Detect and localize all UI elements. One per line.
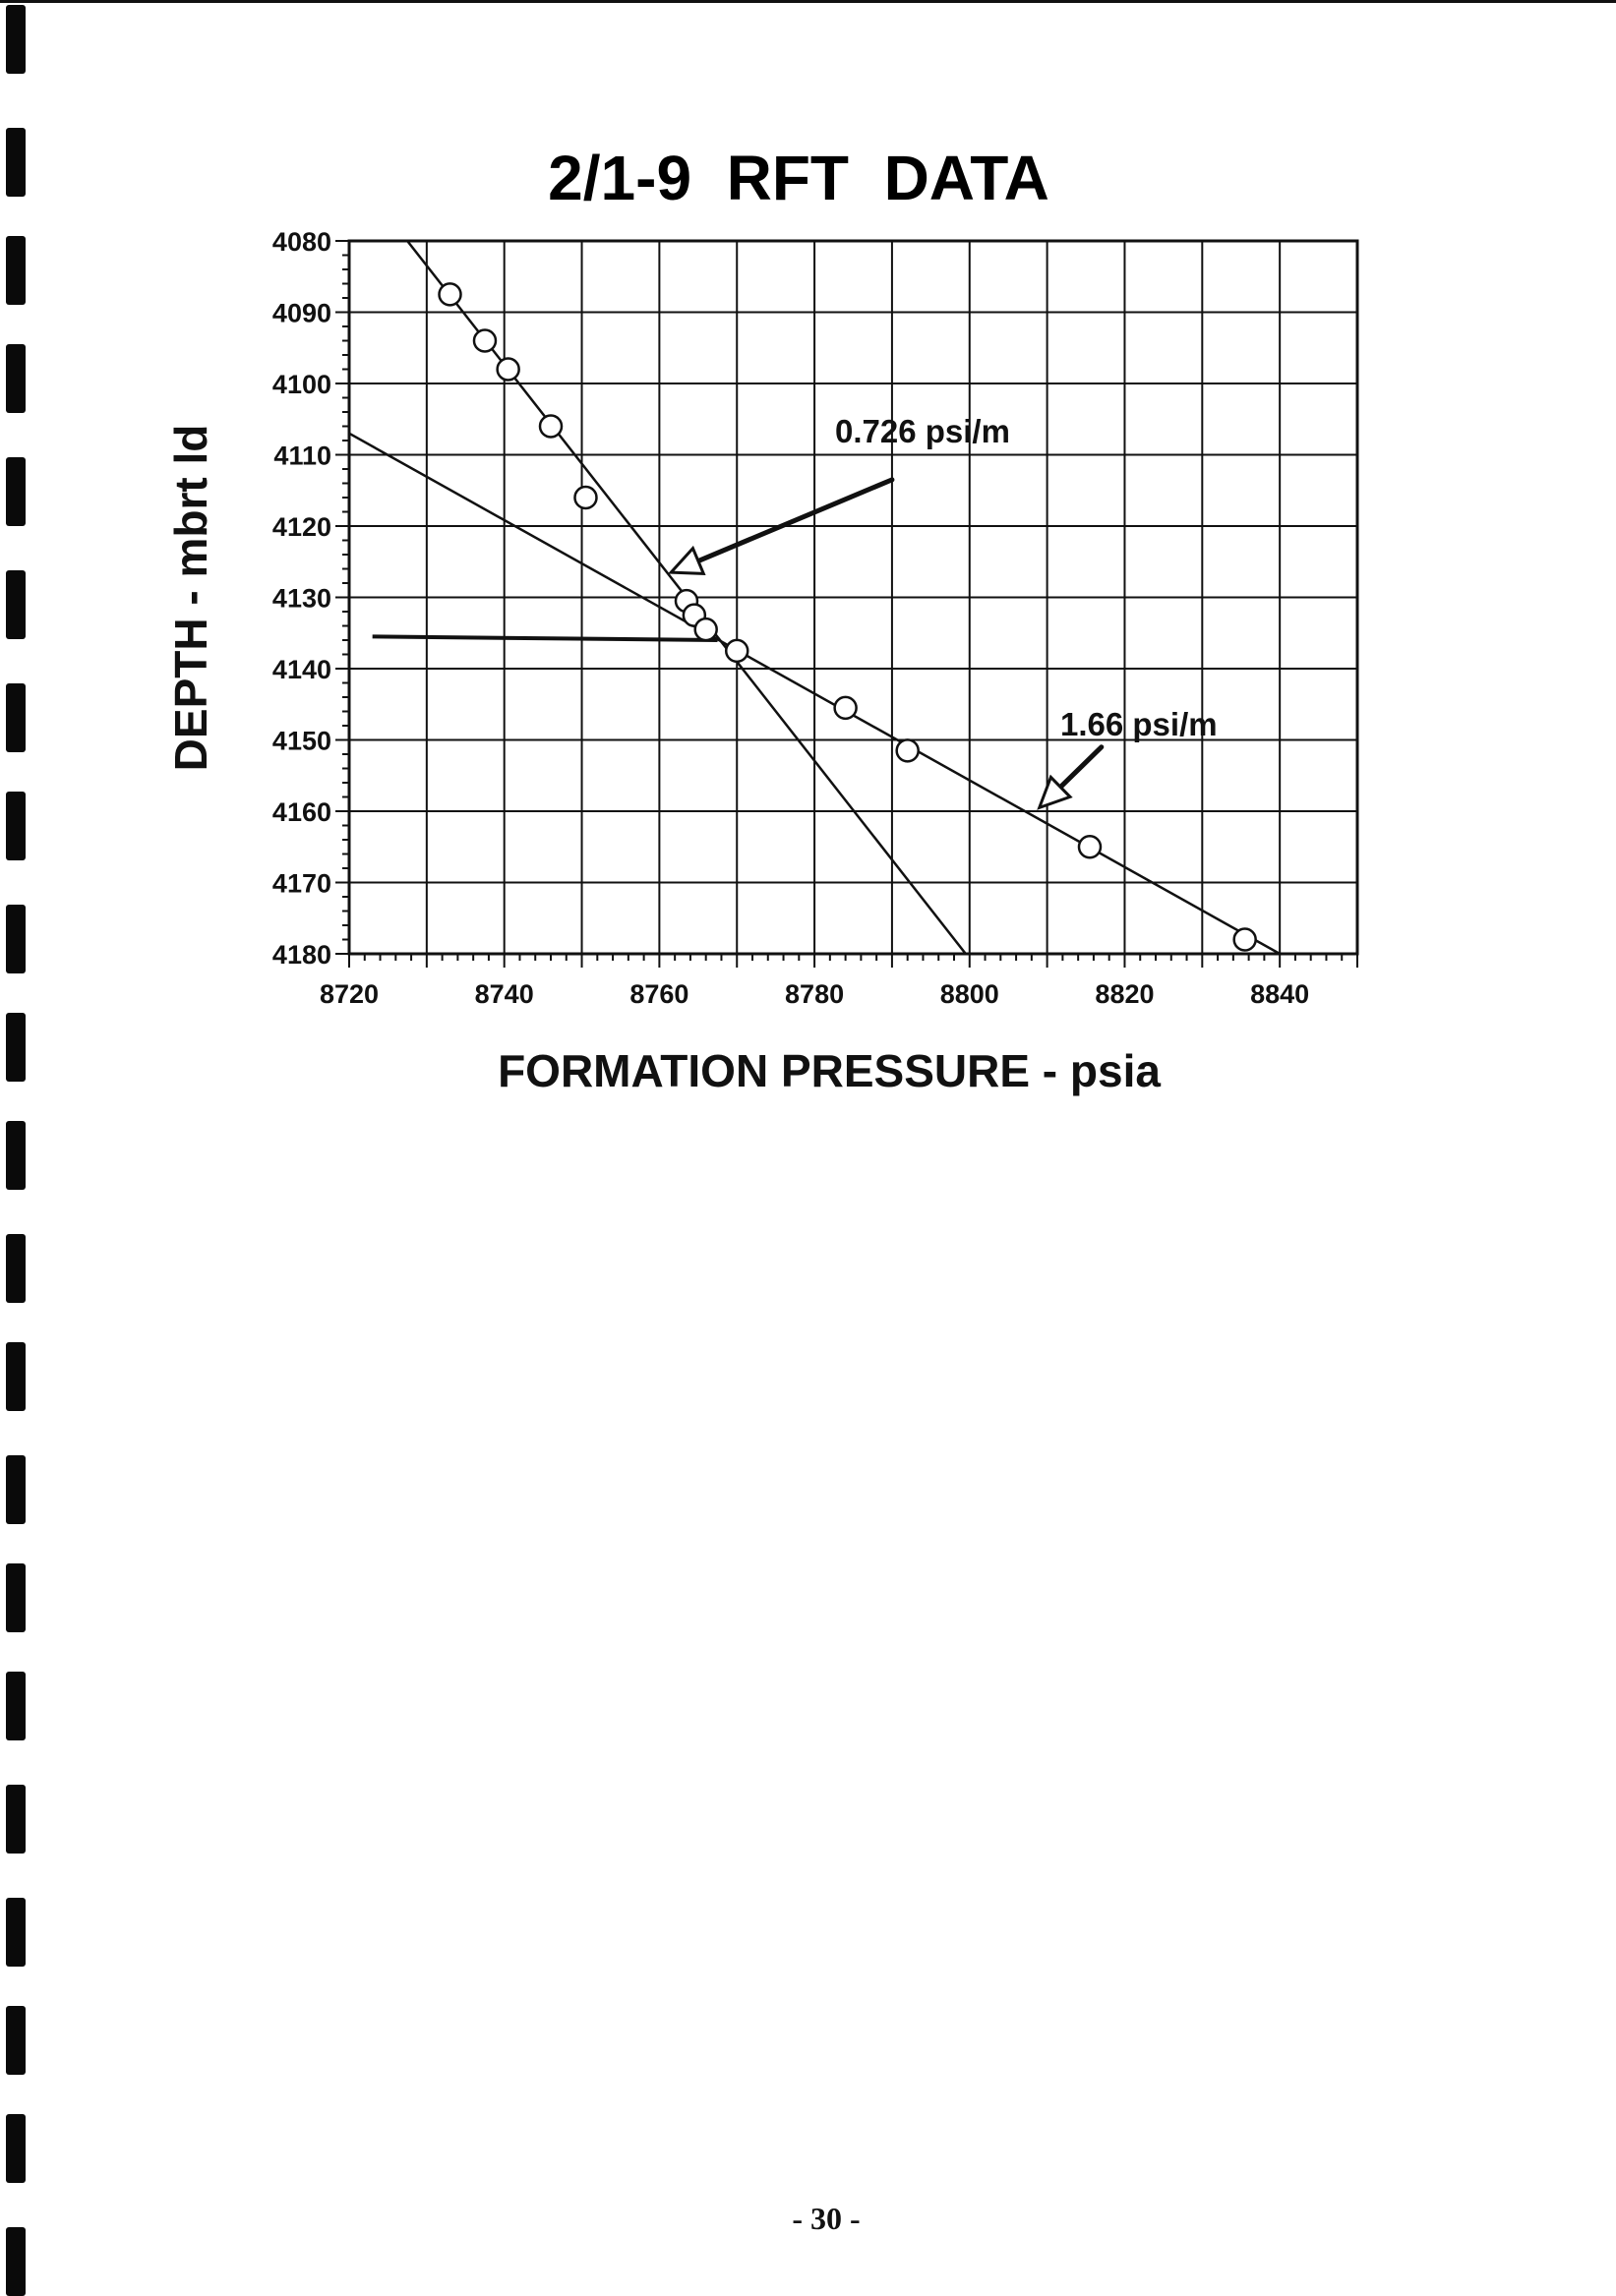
- data-point: [895, 738, 920, 763]
- data-point: [693, 617, 718, 642]
- y-tick-label: 4150: [272, 727, 331, 756]
- gradient-line: [372, 634, 718, 642]
- y-tick-label: 4080: [272, 227, 331, 257]
- arrow-head: [1037, 774, 1073, 810]
- y-tick-label: 4110: [273, 442, 331, 471]
- binder-hole: [6, 5, 26, 74]
- data-point: [1232, 927, 1257, 952]
- y-tick-label: 4160: [272, 797, 331, 827]
- x-tick-label: 8720: [320, 979, 379, 1009]
- y-tick-label: 4120: [272, 512, 331, 542]
- arrow-shaft: [1057, 744, 1105, 790]
- annotation-0726: 0.726 psi/m: [835, 413, 1010, 449]
- data-points: [438, 282, 1257, 952]
- data-point: [438, 282, 462, 307]
- data-point: [496, 357, 520, 382]
- arrow-head: [667, 545, 706, 576]
- binder-hole: [6, 457, 26, 526]
- arrow-shaft: [695, 477, 895, 564]
- y-tick-label: 4180: [272, 940, 331, 970]
- binder-hole: [6, 905, 26, 973]
- x-tick-label: 8800: [940, 979, 999, 1009]
- data-point: [1077, 835, 1103, 859]
- binder-hole: [6, 1234, 26, 1303]
- binder-hole: [6, 1563, 26, 1632]
- binder-hole: [6, 1013, 26, 1082]
- top-border-line: [0, 0, 1616, 3]
- x-axis-label: FORMATION PRESSURE - psia: [498, 1045, 1161, 1096]
- binder-hole: [6, 683, 26, 752]
- binder-hole: [6, 1672, 26, 1740]
- data-point: [573, 485, 598, 510]
- y-tick-label: 4170: [272, 869, 331, 899]
- x-tick-label: 8760: [629, 979, 688, 1009]
- binder-hole: [6, 1455, 26, 1524]
- gradient-line: [349, 432, 1281, 954]
- y-tick-label: 4140: [272, 655, 331, 684]
- y-axis-label: DEPTH - mbrt ld: [165, 425, 216, 772]
- binder-hole: [6, 2006, 26, 2075]
- binder-hole: [6, 1898, 26, 1967]
- binder-hole: [6, 1121, 26, 1190]
- x-tick-label: 8740: [475, 979, 534, 1009]
- binder-hole: [6, 792, 26, 860]
- data-point: [472, 328, 498, 353]
- y-tick-label: 4100: [272, 370, 331, 399]
- x-tick-label: 8840: [1250, 979, 1309, 1009]
- binder-hole: [6, 1342, 26, 1411]
- data-point: [833, 695, 858, 721]
- annotation-arrows: [667, 477, 1105, 810]
- data-point: [538, 414, 564, 439]
- binder-holes: [6, 0, 31, 2296]
- x-tick-label: 8780: [785, 979, 844, 1009]
- binder-hole: [6, 236, 26, 305]
- binder-hole: [6, 2114, 26, 2183]
- chart-grid: [347, 239, 1359, 956]
- y-tick-label: 4130: [272, 584, 331, 614]
- binder-hole: [6, 570, 26, 639]
- axis-ticks: 4080 4090 4100 4110 4120 4130 4140 4150 4160 4170…: [272, 227, 1358, 1009]
- data-point: [724, 638, 749, 664]
- binder-hole: [6, 128, 26, 197]
- page-number: - 30 -: [792, 2201, 861, 2236]
- binder-hole: [6, 344, 26, 413]
- y-tick-label: 4090: [272, 299, 331, 328]
- chart-title: 2/1-9 RFT DATA: [548, 143, 1049, 213]
- annotation-166: 1.66 psi/m: [1060, 706, 1218, 742]
- x-tick-label: 8820: [1095, 979, 1154, 1009]
- binder-hole: [6, 1785, 26, 1854]
